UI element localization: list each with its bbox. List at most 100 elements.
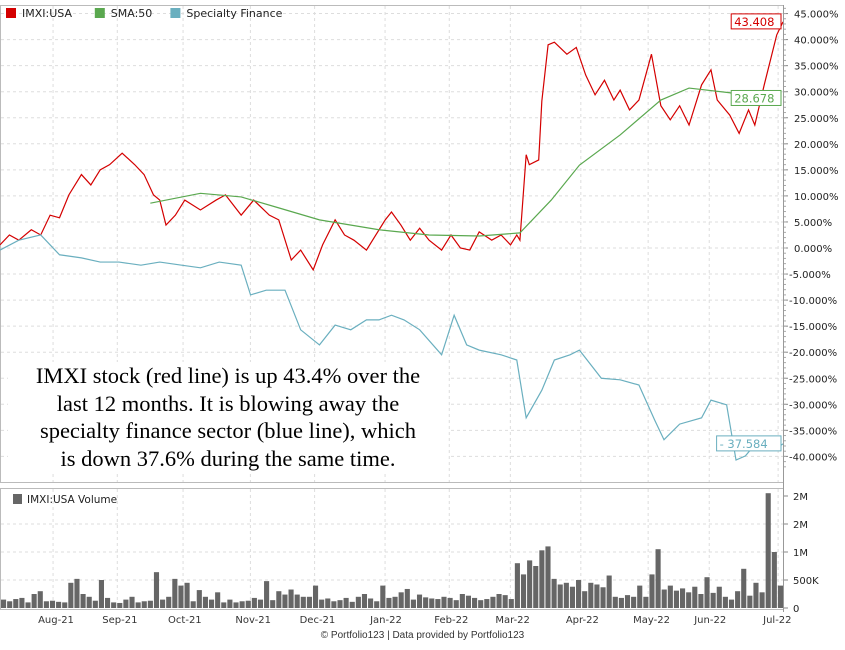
volume-bar — [459, 594, 465, 608]
volume-bar — [655, 549, 661, 608]
volume-bar — [135, 602, 141, 608]
x-tick-label: Sep-21 — [102, 615, 137, 626]
volume-bar — [276, 591, 282, 608]
volume-bar — [728, 599, 735, 608]
volume-bar — [257, 599, 264, 608]
x-tick-label: May-22 — [633, 615, 670, 626]
volume-bar — [539, 550, 545, 608]
volume-bar — [270, 600, 276, 608]
volume-bar — [423, 597, 429, 608]
x-tick-label: Aug-21 — [38, 615, 74, 626]
legend-label: IMXI:USA — [22, 7, 72, 20]
volume-bar — [453, 600, 459, 608]
end-value-box — [730, 89, 782, 106]
volume-bar — [465, 595, 472, 608]
y-tick-label: -30.000% — [789, 400, 837, 411]
volume-y-tick-label: 500K — [793, 576, 819, 587]
end-value-label: 43.408 — [734, 15, 774, 29]
volume-bar — [404, 588, 410, 608]
volume-bar — [398, 592, 404, 608]
volume-bar — [520, 574, 527, 608]
volume-bar — [753, 582, 759, 608]
volume-bar — [631, 596, 637, 608]
volume-bar — [741, 568, 747, 608]
volume-bar — [490, 596, 496, 608]
volume-bar — [282, 594, 288, 608]
volume-bar — [514, 563, 520, 608]
volume-bar — [37, 591, 43, 608]
volume-bar — [759, 592, 765, 608]
end-value-label: 28.678 — [734, 91, 774, 105]
volume-bar — [643, 596, 649, 608]
y-tick-label: 35.000% — [794, 62, 839, 73]
y-tick-label: 30.000% — [794, 88, 839, 99]
volume-bar — [637, 585, 643, 608]
volume-bar — [722, 596, 728, 608]
x-tick-label: Jul-22 — [762, 615, 791, 626]
y-tick-label: -10.000% — [789, 296, 837, 307]
volume-bar — [104, 597, 111, 608]
volume-legend-label: IMXI:USA Volume — [27, 494, 117, 506]
volume-bar — [264, 581, 270, 608]
annotation-line: IMXI stock (red line) is up 43.4% over t… — [35, 363, 421, 388]
volume-bar — [716, 586, 722, 608]
volume-bar — [215, 592, 221, 608]
series-line-sma-50 — [150, 87, 762, 237]
volume-bar — [56, 601, 62, 608]
volume-bar — [245, 600, 251, 608]
y-tick-label: -15.000% — [789, 322, 837, 333]
volume-bar — [117, 602, 123, 608]
volume-bar — [563, 582, 569, 608]
volume-bar — [686, 592, 692, 608]
x-tick-label: Feb-22 — [434, 615, 468, 626]
volume-bar — [441, 596, 447, 608]
volume-bar — [600, 587, 606, 608]
chart-annotation: IMXI stock (red line) is up 43.4% over t… — [8, 362, 448, 472]
y-tick-label: 25.000% — [794, 114, 839, 125]
volume-bar — [141, 601, 147, 608]
volume-bar — [704, 577, 710, 608]
legend-swatch — [6, 8, 16, 18]
volume-bar — [594, 584, 600, 608]
annotation-line: specialty finance sector (blue line), wh… — [39, 418, 417, 443]
volume-bar — [606, 575, 612, 608]
volume-y-tick-label: 2M — [793, 492, 808, 503]
volume-bar — [680, 588, 686, 608]
annotation-line: last 12 months. It is blowing away the — [56, 390, 400, 416]
y-tick-label: -5.000% — [789, 270, 831, 281]
volume-bar — [43, 601, 49, 608]
volume-bar — [1, 599, 7, 608]
end-value-label: - 37.584 — [720, 437, 768, 451]
volume-bar — [202, 596, 208, 608]
volume-bar — [306, 596, 312, 608]
volume-bar — [184, 582, 190, 608]
y-tick-label: 40.000% — [794, 36, 839, 47]
y-tick-label: -25.000% — [789, 374, 837, 385]
volume-bar — [545, 546, 551, 608]
volume-bar — [484, 599, 490, 608]
x-tick-label: Dec-21 — [300, 615, 336, 626]
volume-bar — [410, 599, 416, 608]
volume-bar — [416, 594, 423, 608]
volume-bar — [667, 585, 673, 608]
y-tick-label: 15.000% — [794, 166, 839, 177]
volume-bar — [661, 589, 667, 608]
volume-bar — [692, 586, 698, 608]
volume-bar — [698, 594, 704, 608]
end-value-box — [730, 13, 782, 30]
x-tick-label: Oct-21 — [168, 615, 202, 626]
volume-bar — [374, 601, 380, 608]
volume-bar — [288, 589, 294, 608]
volume-bar — [582, 591, 588, 608]
volume-bar — [673, 590, 680, 608]
y-tick-label: -35.000% — [789, 426, 837, 437]
volume-bar — [123, 599, 129, 608]
volume-bar — [710, 592, 716, 608]
volume-bar — [227, 599, 233, 608]
volume-bar — [239, 601, 245, 608]
volume-bar — [19, 597, 25, 608]
y-tick-label: 10.000% — [794, 192, 839, 203]
volume-bar — [111, 602, 117, 608]
volume-bar — [331, 601, 337, 608]
